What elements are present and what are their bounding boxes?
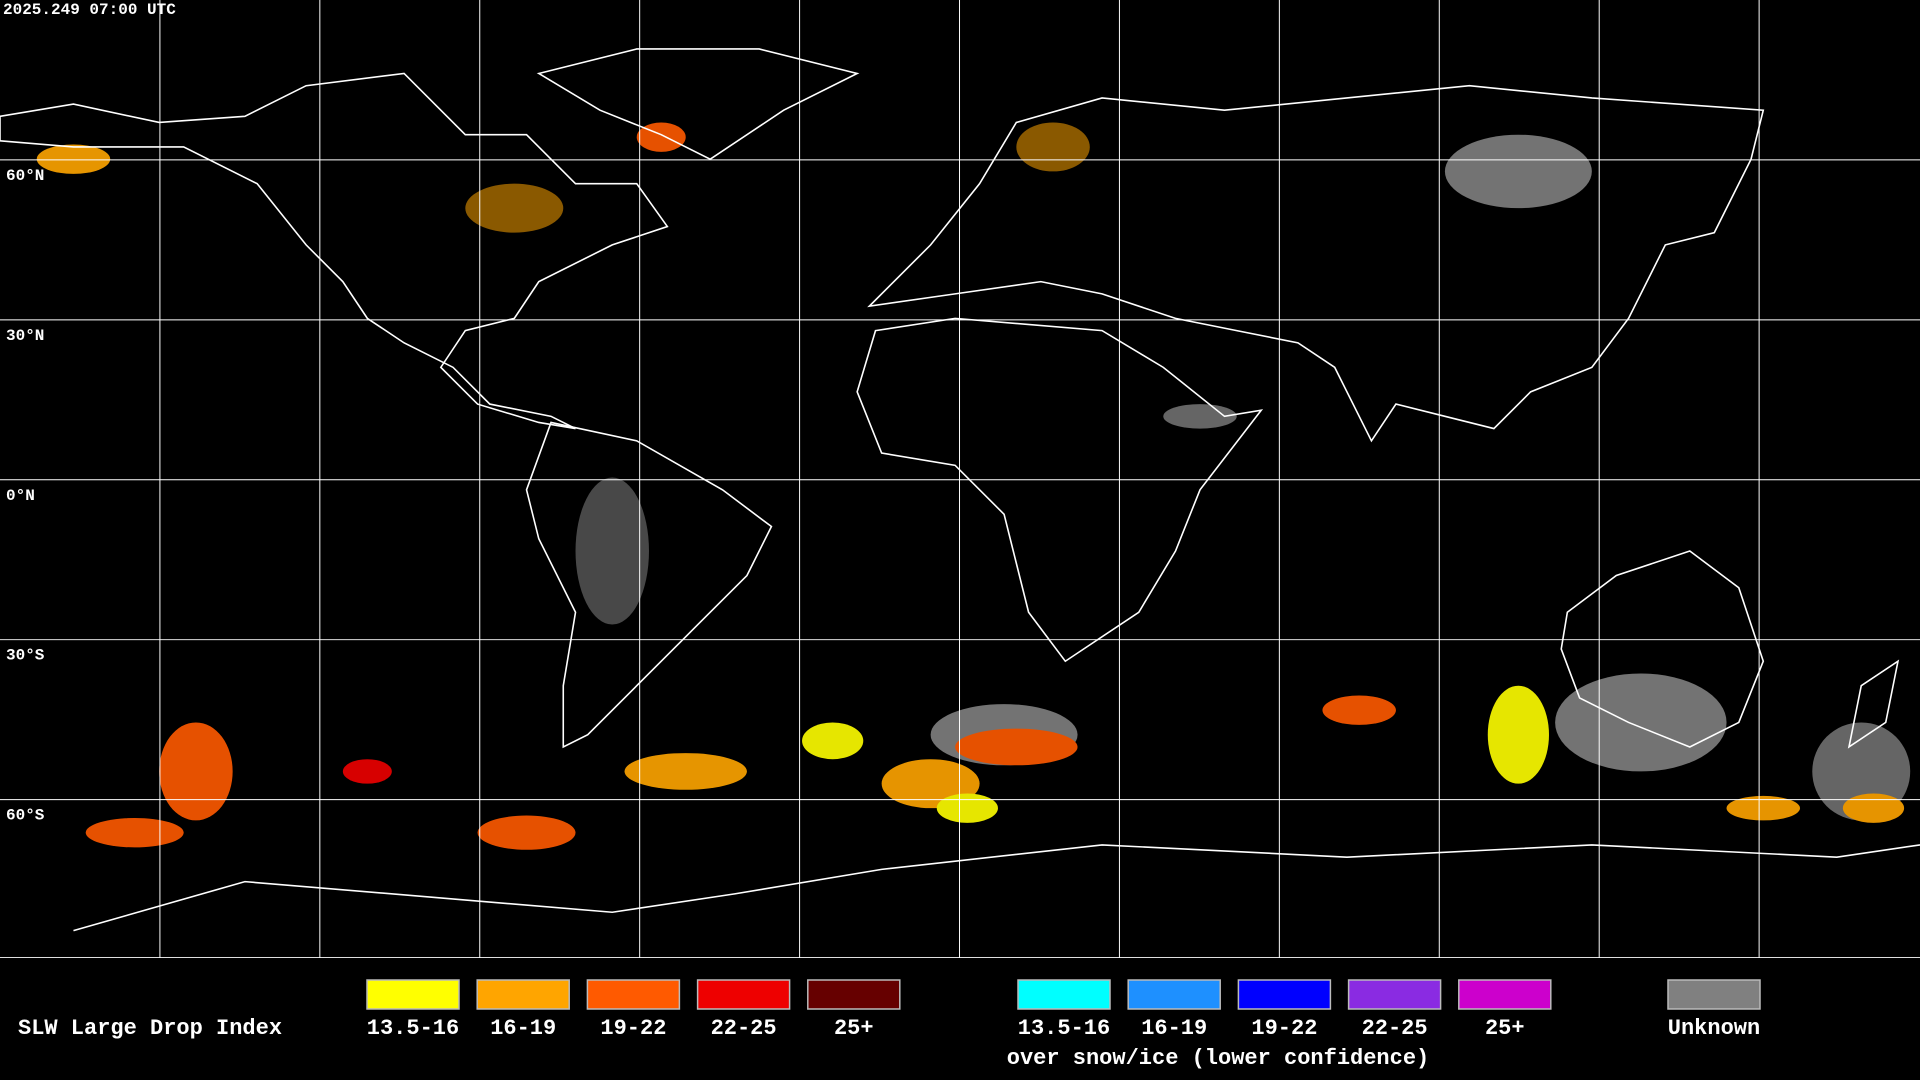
legend-swatch: [366, 979, 460, 1010]
lat-label: 30°N: [6, 327, 44, 345]
legend-label: Unknown: [1668, 1016, 1760, 1041]
legend-label: 19-22: [1251, 1016, 1317, 1041]
legend-label: 25+: [834, 1016, 874, 1041]
lat-label: 60°S: [6, 807, 45, 825]
legend-swatch: [1017, 979, 1111, 1010]
legend-label: 22-25: [1362, 1016, 1428, 1041]
coastlines: [0, 48, 1920, 932]
legend-swatch: [476, 979, 570, 1010]
legend-swatch: [586, 979, 681, 1010]
legend-swatch: [1347, 979, 1442, 1010]
legend-swatch: [1667, 979, 1761, 1010]
legend-label: 16-19: [490, 1016, 556, 1041]
legend-title: SLW Large Drop Index: [18, 1016, 282, 1041]
legend-label: 16-19: [1141, 1016, 1207, 1041]
legend-label: 22-25: [711, 1016, 777, 1041]
legend-swatch: [807, 979, 901, 1010]
legend-label: 19-22: [600, 1016, 666, 1041]
legend-swatch: [1127, 979, 1221, 1010]
lat-label: 0°N: [6, 487, 35, 505]
lat-label: 60°N: [6, 167, 44, 185]
timestamp: 2025.249 07:00 UTC: [3, 1, 176, 19]
legend-label: 25+: [1485, 1016, 1525, 1041]
legend-swatch: [696, 979, 791, 1010]
graticule: [0, 0, 1920, 959]
legend-swatch: [1458, 979, 1552, 1010]
snow-note: over snow/ice (lower confidence): [1007, 1046, 1429, 1071]
legend-label: 13.5-16: [367, 1016, 459, 1041]
cloud-imagery: [36, 122, 1911, 850]
legend-label: 13.5-16: [1018, 1016, 1110, 1041]
lat-label: 30°S: [6, 647, 45, 665]
map-area: [0, 0, 1920, 959]
legend-swatch: [1237, 979, 1332, 1010]
